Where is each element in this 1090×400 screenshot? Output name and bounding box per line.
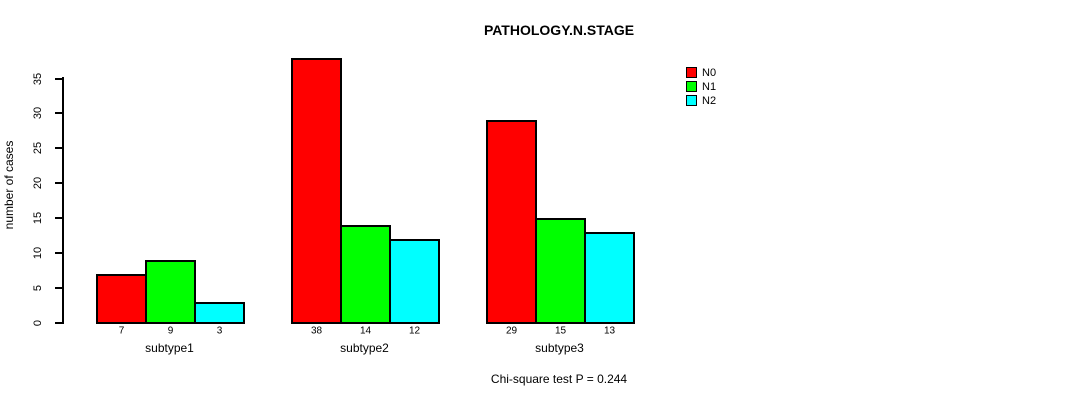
y-tick-label: 35 (32, 72, 44, 85)
y-tick-label: 15 (32, 212, 44, 225)
legend-swatch-n2 (686, 95, 697, 106)
y-tick-mark (55, 112, 63, 115)
y-tick-mark (55, 252, 63, 255)
bar-value-label: 29 (505, 325, 518, 337)
bar-value-label: 15 (554, 325, 567, 337)
bar-n1-subtype2 (340, 225, 391, 324)
bar-n0-subtype3 (486, 120, 537, 324)
y-tick-mark (55, 147, 63, 150)
group-label-subtype1: subtype1 (145, 341, 194, 355)
y-tick-label: 20 (32, 177, 44, 190)
bar-value-label: 13 (603, 325, 616, 337)
y-axis-line (62, 77, 64, 324)
legend-swatch-n0 (686, 67, 697, 78)
y-tick-mark (55, 322, 63, 324)
chart-title: PATHOLOGY.N.STAGE (483, 22, 635, 38)
bar-n0-subtype2 (291, 58, 342, 324)
bar-n2-subtype1 (194, 302, 245, 324)
y-axis-label: number of cases (2, 140, 16, 230)
y-tick-label: 25 (32, 142, 44, 155)
bar-n2-subtype2 (389, 239, 440, 324)
legend-swatch-n1 (686, 81, 697, 92)
bar-value-label: 3 (216, 325, 223, 337)
bar-n2-subtype3 (584, 232, 635, 324)
bar-n0-subtype1 (96, 274, 147, 324)
y-tick-mark (55, 77, 63, 80)
chi-square-annotation: Chi-square test P = 0.244 (490, 372, 628, 386)
group-label-subtype2: subtype2 (340, 341, 389, 355)
bar-n1-subtype3 (535, 218, 586, 324)
bar-value-label: 12 (408, 325, 421, 337)
y-tick-label: 5 (32, 285, 44, 292)
y-tick-mark (55, 287, 63, 290)
y-tick-label: 30 (32, 107, 44, 120)
bar-value-label: 9 (167, 325, 174, 337)
y-tick-label: 10 (32, 247, 44, 260)
legend-label-n0: N0 (702, 66, 717, 79)
legend-label-n2: N2 (702, 94, 717, 107)
bar-n1-subtype1 (145, 260, 196, 324)
legend-label-n1: N1 (702, 80, 717, 93)
bar-value-label: 38 (310, 325, 323, 337)
y-tick-label: 0 (32, 319, 44, 327)
y-tick-mark (55, 217, 63, 220)
bar-value-label: 14 (359, 325, 372, 337)
group-label-subtype3: subtype3 (535, 341, 584, 355)
y-tick-mark (55, 182, 63, 185)
bar-value-label: 7 (118, 325, 125, 337)
